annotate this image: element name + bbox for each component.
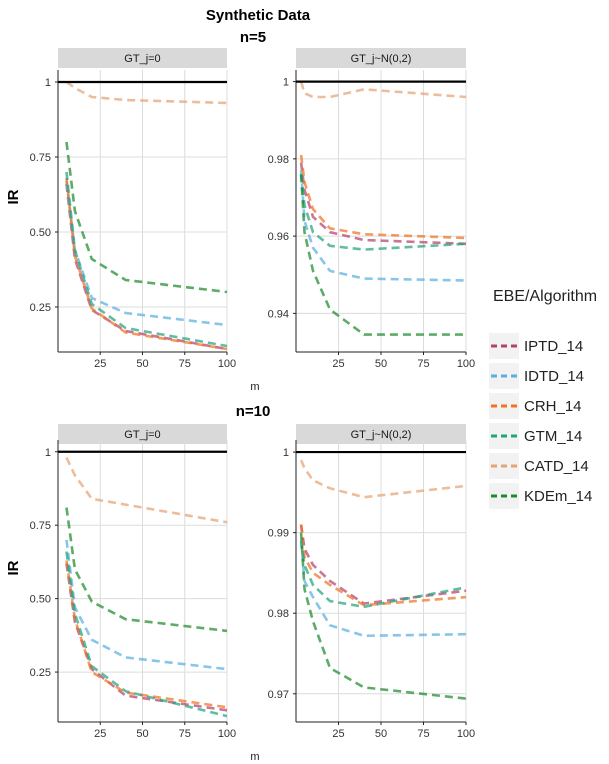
y-tick-label: 1 — [45, 77, 51, 89]
x-tick-label: 100 — [457, 728, 475, 740]
x-tick-label: 100 — [218, 728, 236, 740]
facet-strip-label: GT_j~N(0,2) — [351, 429, 412, 441]
facet-strip — [58, 424, 227, 444]
legend-label: GTM_14 — [524, 428, 582, 445]
x-tick-label: 75 — [179, 358, 191, 370]
legend-label: IPTD_14 — [524, 338, 583, 355]
y-tick-label: 0.25 — [30, 667, 51, 679]
y-tick-label: 0.98 — [268, 608, 289, 620]
y-tick-label: 0.50 — [30, 227, 51, 239]
facet-strip — [296, 424, 466, 444]
series-line-gtm_14 — [65, 551, 228, 718]
series-line-catd_14 — [65, 457, 228, 524]
y-tick-label: 1 — [283, 77, 289, 89]
x-tick-label: 25 — [94, 358, 106, 370]
facet-strip-label: GT_j=0 — [124, 53, 160, 65]
y-tick-label: 0.25 — [30, 302, 51, 314]
series-line-catd_14 — [299, 459, 467, 499]
facet-strip — [58, 48, 227, 68]
x-tick-label: 25 — [332, 358, 344, 370]
legend-items: IPTD_14 IDTD_14 CRH_14 GTM_14 CATD_14 KDEm_14 — [489, 333, 592, 509]
series-line-idtd_14 — [299, 170, 467, 282]
block-title-n10: n=10 — [236, 403, 271, 420]
x-tick-label: 50 — [375, 358, 387, 370]
x-tick-label: 75 — [417, 728, 429, 740]
x-axis-title: m — [250, 381, 259, 393]
legend-label: CRH_14 — [524, 398, 582, 415]
series-line-gtm_14 — [299, 540, 467, 609]
figure-title: Synthetic Data — [206, 7, 311, 24]
series-line-crh_14 — [299, 524, 467, 607]
legend-title: EBE/Algorithm — [493, 288, 597, 305]
series-line-idtd_14 — [299, 540, 467, 638]
x-tick-label: 75 — [179, 728, 191, 740]
legend-label: IDTD_14 — [524, 368, 584, 385]
legend-label: KDEm_14 — [524, 488, 592, 505]
series-line-kdem_14 — [299, 532, 467, 700]
block-title-n5: n=5 — [240, 29, 266, 46]
series-line-kdem_14 — [65, 141, 228, 294]
y-tick-label: 0.98 — [268, 154, 289, 166]
series-line-catd_14 — [299, 81, 467, 99]
y-tick-label: 0.75 — [30, 152, 51, 164]
series-line-kdem_14 — [65, 507, 228, 633]
y-tick-label: 0.50 — [30, 594, 51, 606]
x-tick-label: 25 — [332, 728, 344, 740]
facet-panel: GT_j~N(0,2) 25 50 75 100 0.94 0.96 0.98 1 — [268, 48, 475, 370]
legend-label: CATD_14 — [524, 458, 589, 475]
series-line-iptd_14 — [65, 183, 228, 351]
y-tick-label: 0.75 — [30, 520, 51, 532]
series-line-crh_14 — [65, 560, 228, 709]
x-axis-title: m — [250, 751, 259, 763]
series-line-crh_14 — [299, 154, 467, 240]
facet-panel: GT_j=0 25 50 75 100 0.25 0.50 0.75 1 m IR — [5, 48, 260, 393]
facet-panels: GT_j=0 25 50 75 100 0.25 0.50 0.75 1 m IR GT_j~N(0,… — [5, 48, 475, 763]
y-tick-label: 0.96 — [268, 231, 289, 243]
series-line-gtm_14 — [65, 171, 228, 348]
x-tick-label: 100 — [457, 358, 475, 370]
x-tick-label: 100 — [218, 358, 236, 370]
legend: EBE/Algorithm IPTD_14 IDTD_14 CRH_14 GTM_14… — [489, 288, 597, 509]
x-tick-label: 50 — [375, 728, 387, 740]
series-line-gtm_14 — [299, 174, 467, 251]
facet-strip-label: GT_j=0 — [124, 429, 160, 441]
x-tick-label: 25 — [94, 728, 106, 740]
x-tick-label: 50 — [136, 728, 148, 740]
series-line-iptd_14 — [65, 563, 228, 712]
y-axis-title: IR — [5, 189, 22, 204]
y-tick-label: 1 — [283, 447, 289, 459]
facet-strip-label: GT_j~N(0,2) — [351, 53, 412, 65]
series-line-kdem_14 — [299, 174, 466, 336]
facet-panel: GT_j~N(0,2) 25 50 75 100 0.97 0.98 0.99 1 — [268, 424, 475, 740]
series-line-catd_14 — [65, 80, 228, 105]
x-tick-label: 75 — [417, 358, 429, 370]
series-line-iptd_14 — [299, 162, 467, 246]
y-axis-title: IR — [5, 560, 22, 575]
y-tick-label: 0.94 — [268, 308, 289, 320]
y-tick-label: 0.97 — [268, 689, 289, 701]
y-tick-label: 0.99 — [268, 528, 289, 540]
x-tick-label: 50 — [136, 358, 148, 370]
facet-strip — [296, 48, 466, 68]
y-tick-label: 1 — [45, 447, 51, 459]
series-line-idtd_14 — [65, 539, 228, 671]
facet-panel: GT_j=0 25 50 75 100 0.25 0.50 0.75 1 m IR — [5, 424, 260, 763]
